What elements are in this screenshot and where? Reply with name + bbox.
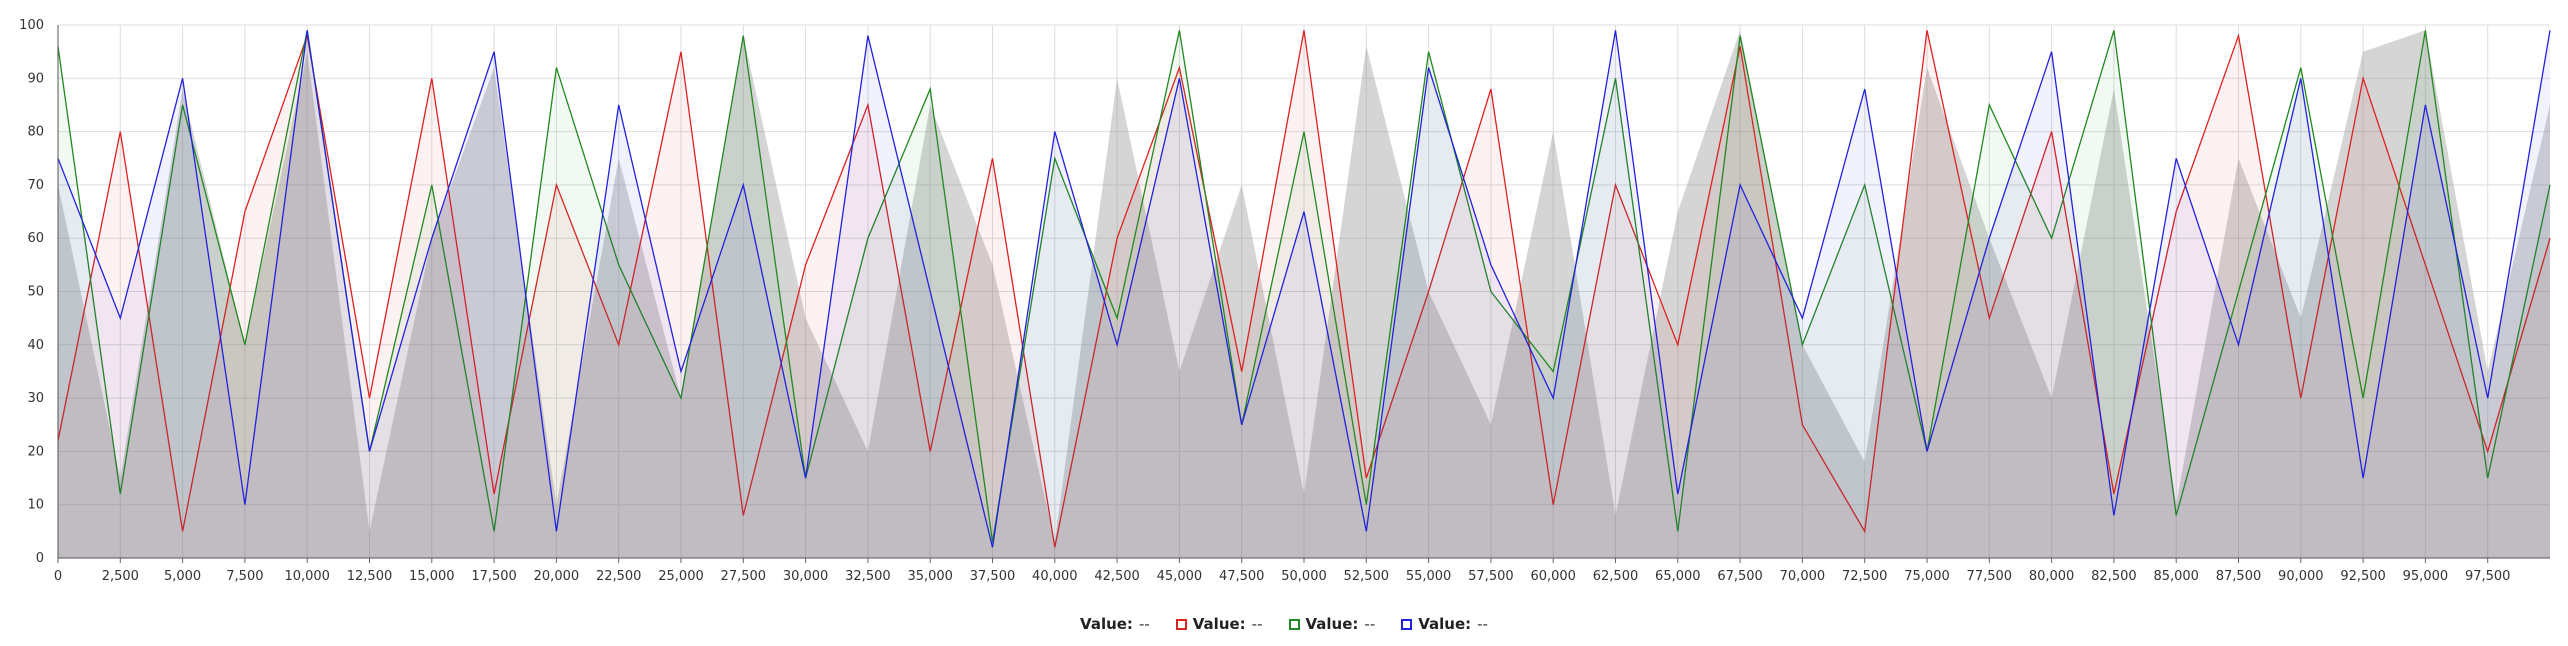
chart-legend: Value: -- Value: -- Value: -- Value: --: [0, 612, 2568, 636]
x-tick-label: 40,000: [1032, 569, 1078, 584]
x-tick-label: 52,500: [1344, 569, 1390, 584]
y-tick-label: 60: [27, 231, 44, 246]
legend-value: --: [1251, 615, 1263, 633]
x-tick-label: 22,500: [596, 569, 642, 584]
legend-swatch-red: [1175, 618, 1187, 630]
x-tick-label: 67,500: [1717, 569, 1763, 584]
x-tick-label: 30,000: [783, 569, 829, 584]
y-tick-label: 0: [36, 551, 44, 566]
y-tick-label: 100: [19, 18, 44, 33]
x-tick-label: 92,500: [2340, 569, 2386, 584]
x-tick-label: 90,000: [2278, 569, 2324, 584]
y-tick-label: 40: [27, 338, 44, 353]
x-tick-label: 77,500: [1967, 569, 2013, 584]
x-tick-label: 32,500: [845, 569, 891, 584]
x-tick-label: 10,000: [284, 569, 330, 584]
y-tick-label: 90: [27, 71, 44, 86]
y-tick-label: 80: [27, 125, 44, 140]
x-tick-label: 15,000: [409, 569, 455, 584]
x-tick-label: 87,500: [2216, 569, 2262, 584]
x-tick-label: 0: [54, 569, 62, 584]
series-fill-1: [58, 30, 2550, 559]
x-tick-label: 42,500: [1094, 569, 1140, 584]
y-tick-label: 20: [27, 444, 44, 459]
x-tick-label: 75,000: [1904, 569, 1950, 584]
y-tick-label: 10: [27, 498, 44, 513]
x-tick-label: 25,000: [658, 569, 704, 584]
legend-value: --: [1138, 615, 1150, 633]
x-tick-label: 2,500: [102, 569, 139, 584]
legend-item-0[interactable]: Value: --: [1080, 615, 1150, 633]
x-tick-label: 17,500: [471, 569, 517, 584]
series-line-2: [57, 30, 2551, 543]
x-tick-label: 95,000: [2403, 569, 2449, 584]
x-tick-label: 27,500: [721, 569, 767, 584]
x-tick-label: 50,000: [1281, 569, 1327, 584]
legend-swatch-green: [1288, 618, 1300, 630]
x-tick-label: 57,500: [1468, 569, 1514, 584]
x-tick-label: 97,500: [2465, 569, 2511, 584]
x-tick-label: 12,500: [347, 569, 393, 584]
x-tick-label: 47,500: [1219, 569, 1265, 584]
legend-label: Value:: [1418, 615, 1472, 633]
x-tick-label: 55,000: [1406, 569, 1452, 584]
x-tick-label: 5,000: [164, 569, 201, 584]
series-line-3: [57, 30, 2551, 548]
x-tick-label: 7,500: [226, 569, 263, 584]
x-tick-label: 35,000: [907, 569, 953, 584]
line-chart[interactable]: 0 10 20 30 40 50 60 70 80 90 100 0 2,500 5,000 7,500 10…: [0, 0, 2568, 600]
legend-value: --: [1477, 615, 1488, 633]
x-tick-label: 70,000: [1780, 569, 1826, 584]
legend-item-2[interactable]: Value: --: [1288, 615, 1376, 633]
y-tick-label: 70: [27, 178, 44, 193]
legend-item-1[interactable]: Value: --: [1175, 615, 1263, 633]
series-area-0: [58, 30, 2550, 559]
y-tick-label: 30: [27, 391, 44, 406]
x-tick-label: 20,000: [534, 569, 580, 584]
legend-label: Value:: [1192, 615, 1246, 633]
series-fill-3: [58, 30, 2550, 559]
series-fill-2: [58, 30, 2550, 559]
y-tick-label: 50: [27, 285, 44, 300]
chart-area: 0 10 20 30 40 50 60 70 80 90 100 0 2,500 5,000 7,500 10…: [0, 0, 2568, 600]
legend-item-3[interactable]: Value: --: [1401, 615, 1488, 633]
legend-value: --: [1364, 615, 1376, 633]
x-tick-label: 62,500: [1593, 569, 1639, 584]
x-tick-label: 60,000: [1530, 569, 1576, 584]
x-tick-label: 37,500: [970, 569, 1016, 584]
legend-label: Value:: [1305, 615, 1359, 633]
x-tick-label: 72,500: [1842, 569, 1888, 584]
x-tick-label: 85,000: [2153, 569, 2199, 584]
legend-swatch-blue: [1401, 618, 1413, 630]
legend-label: Value:: [1080, 615, 1133, 633]
x-tick-label: 45,000: [1157, 569, 1203, 584]
x-tick-label: 80,000: [2029, 569, 2075, 584]
x-tick-label: 65,000: [1655, 569, 1701, 584]
x-tick-label: 82,500: [2091, 569, 2137, 584]
